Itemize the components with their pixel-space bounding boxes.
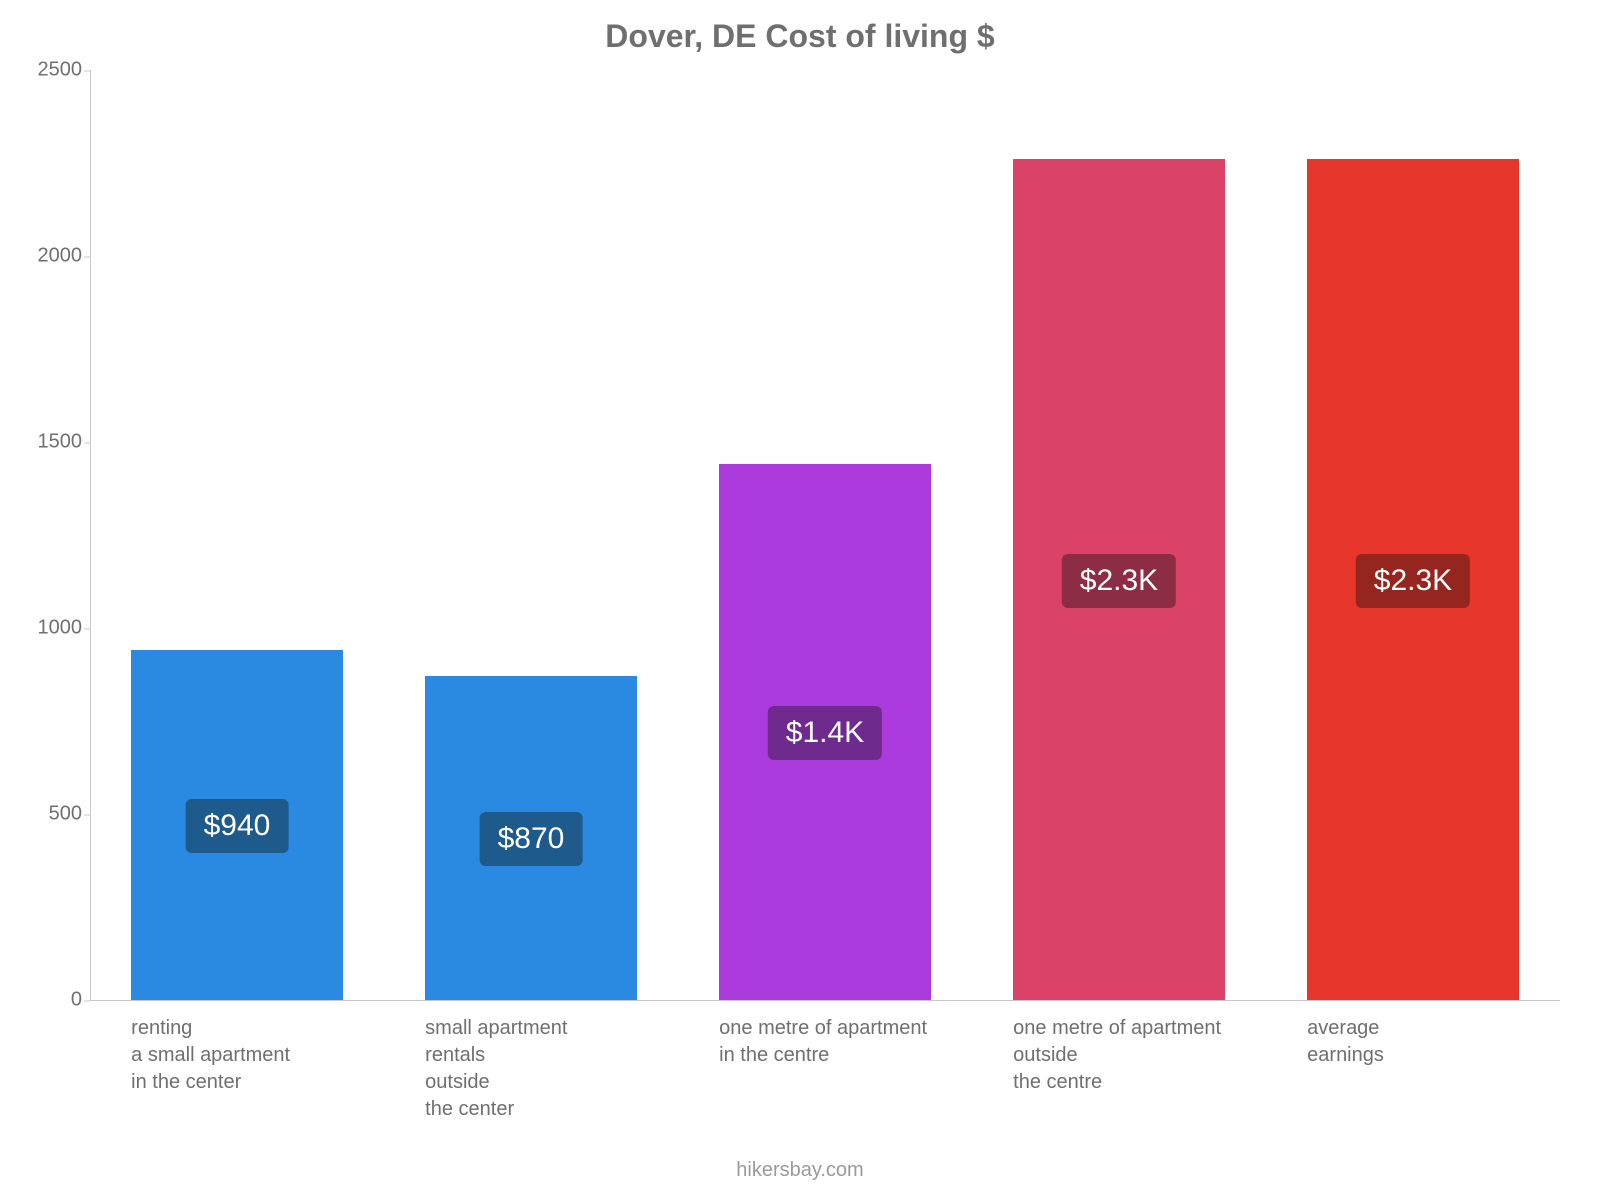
y-tick-label: 500 <box>0 803 82 826</box>
chart-title: Dover, DE Cost of living $ <box>0 18 1600 55</box>
y-tick-label: 2500 <box>0 59 82 82</box>
bar: $2.3K <box>1307 159 1519 1000</box>
bar: $870 <box>425 676 637 1000</box>
x-axis <box>90 1000 1560 1001</box>
bar-value-label: $2.3K <box>1062 554 1176 608</box>
bar-value-label: $1.4K <box>768 706 882 760</box>
y-tick-label: 1500 <box>0 431 82 454</box>
bar-value-label: $940 <box>186 799 289 853</box>
bar-value-label: $2.3K <box>1356 554 1470 608</box>
x-category-label: renting a small apartment in the center <box>131 1015 290 1096</box>
chart-footer: hikersbay.com <box>0 1159 1600 1182</box>
bar: $1.4K <box>719 464 931 1000</box>
x-category-label: one metre of apartment outside the centr… <box>1013 1015 1221 1096</box>
x-category-label: average earnings <box>1307 1015 1384 1069</box>
y-tick-label: 2000 <box>0 245 82 268</box>
plot-area: $940 $870 $1.4K $2.3K $2.3K <box>90 70 1560 1000</box>
y-tick-label: 1000 <box>0 617 82 640</box>
bar: $940 <box>131 650 343 1000</box>
cost-of-living-bar-chart: Dover, DE Cost of living $ 0 500 1000 1500 2… <box>0 0 1600 1200</box>
x-category-label: one metre of apartment in the centre <box>719 1015 927 1069</box>
y-tick-label: 0 <box>0 989 82 1012</box>
bar-value-label: $870 <box>480 812 583 866</box>
bar: $2.3K <box>1013 159 1225 1000</box>
x-category-label: small apartment rentals outside the cent… <box>425 1015 567 1123</box>
